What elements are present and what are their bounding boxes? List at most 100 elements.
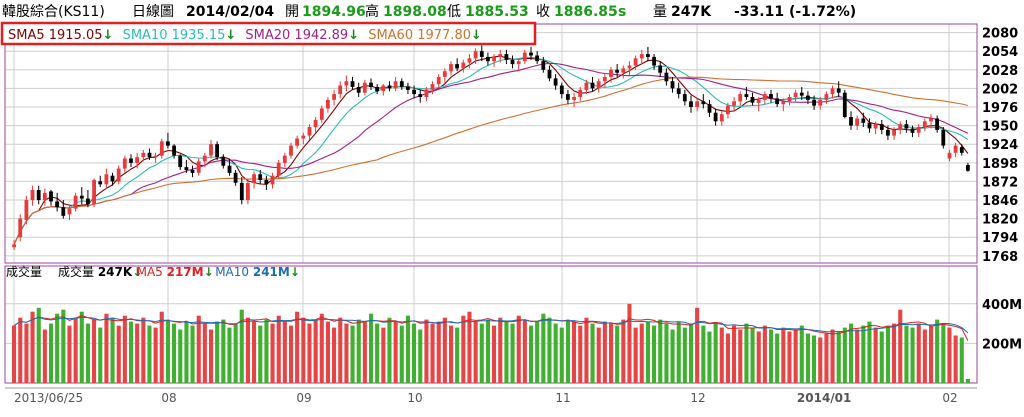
candles <box>12 45 970 251</box>
volume-bar <box>578 325 583 383</box>
candle-body <box>590 82 595 89</box>
candle-body <box>129 158 133 163</box>
volume-bar <box>104 313 109 383</box>
volume-bar <box>701 325 706 383</box>
price-tick-label: 1768 <box>982 250 1018 265</box>
sma-legend-highlight <box>0 21 537 46</box>
candle-body <box>486 56 490 62</box>
candle-body <box>578 89 583 97</box>
candle-body <box>172 145 176 156</box>
quote-date: 2014/02/04 <box>186 4 275 20</box>
volume-bar <box>184 321 189 383</box>
candle-body <box>104 174 109 185</box>
date-tick-label: 08 <box>161 391 176 405</box>
volume-bar <box>830 329 835 383</box>
volume-bar <box>898 309 903 383</box>
high-label: 高 <box>365 4 379 20</box>
volume-bar <box>707 331 712 383</box>
volume-legend-item: MA5 217M↓ <box>137 265 214 279</box>
candle-body <box>652 56 656 66</box>
volume-bar <box>725 333 730 383</box>
price-tick-label: 1820 <box>982 213 1018 228</box>
volume-bar <box>522 319 527 383</box>
candle-body <box>627 65 632 69</box>
volume-value: 247K <box>671 4 712 20</box>
volume-bar <box>492 325 497 383</box>
volume-bar <box>769 329 774 383</box>
period-label: 日線圖 <box>132 4 174 20</box>
volume-bar <box>516 315 521 383</box>
candle-body <box>719 114 724 122</box>
price-tick-label: 1898 <box>982 157 1018 172</box>
price-tick-label: 2054 <box>982 45 1018 60</box>
volume-bar <box>36 307 41 383</box>
volume-bar <box>929 325 934 383</box>
volume-bar <box>289 325 294 383</box>
candle-body <box>664 72 669 82</box>
candle-body <box>122 158 127 169</box>
volume-bar <box>159 311 164 383</box>
date-tick-label: 02 <box>942 391 957 405</box>
candle-body <box>264 180 269 185</box>
volume-bar <box>307 323 312 383</box>
volume-bar <box>116 325 121 383</box>
candle-body <box>836 88 841 93</box>
date-tick-label: 2014/01 <box>797 391 851 405</box>
price-tick-label: 2028 <box>982 64 1018 79</box>
volume-bar <box>332 327 337 383</box>
candle-body <box>430 84 435 90</box>
sma-legend-item: SMA10 1935.15↓ <box>123 28 237 43</box>
volume-bar <box>873 327 878 383</box>
candle-body <box>572 97 576 100</box>
volume-bar <box>264 319 269 383</box>
volume-bar <box>122 315 127 383</box>
date-tick-label: 10 <box>407 391 422 405</box>
volume-bar <box>787 331 792 383</box>
volume-bar <box>485 319 490 383</box>
candle-body <box>879 124 884 130</box>
volume-bar <box>621 319 626 383</box>
candle-body <box>886 129 890 136</box>
candle-body <box>436 77 441 85</box>
volume-bar <box>190 325 195 383</box>
candle-body <box>252 174 256 183</box>
volume-bar <box>153 327 158 383</box>
candle-body <box>910 128 915 133</box>
volume-bar <box>338 317 343 383</box>
volume-bar <box>590 323 595 383</box>
candle-body <box>344 81 349 86</box>
volume-bar <box>535 321 540 383</box>
volume-bar <box>750 327 755 383</box>
candle-body <box>233 172 238 183</box>
candle-body <box>744 94 749 97</box>
volume-bar <box>412 323 417 383</box>
volume-bar <box>282 321 287 383</box>
candle-body <box>147 152 152 158</box>
volume-bar <box>633 327 638 383</box>
candle-body <box>713 112 718 122</box>
candle-body <box>806 95 810 100</box>
volume-bar <box>762 325 767 383</box>
candle-body <box>504 54 509 60</box>
candle-body <box>92 180 96 205</box>
volume-bar <box>110 317 115 383</box>
volume-bar <box>596 327 601 383</box>
candle-body <box>824 94 829 100</box>
candle-body <box>461 62 466 69</box>
candle-body <box>301 135 306 139</box>
volume-bar <box>30 311 35 383</box>
candle-body <box>350 81 355 87</box>
candle-body <box>726 105 730 115</box>
candle-body <box>769 94 773 99</box>
volume-bar <box>652 325 657 383</box>
sma20-line <box>13 62 969 245</box>
volume-bar <box>350 325 355 383</box>
volume-bar <box>467 311 472 383</box>
candle-body <box>707 104 712 113</box>
sma-legend-item: SMA5 1915.05↓ <box>8 28 113 43</box>
candle-body <box>116 168 121 182</box>
candle-body <box>689 101 693 107</box>
candle-body <box>535 55 539 62</box>
close-label: 收 <box>536 4 550 20</box>
candle-body <box>929 118 933 122</box>
